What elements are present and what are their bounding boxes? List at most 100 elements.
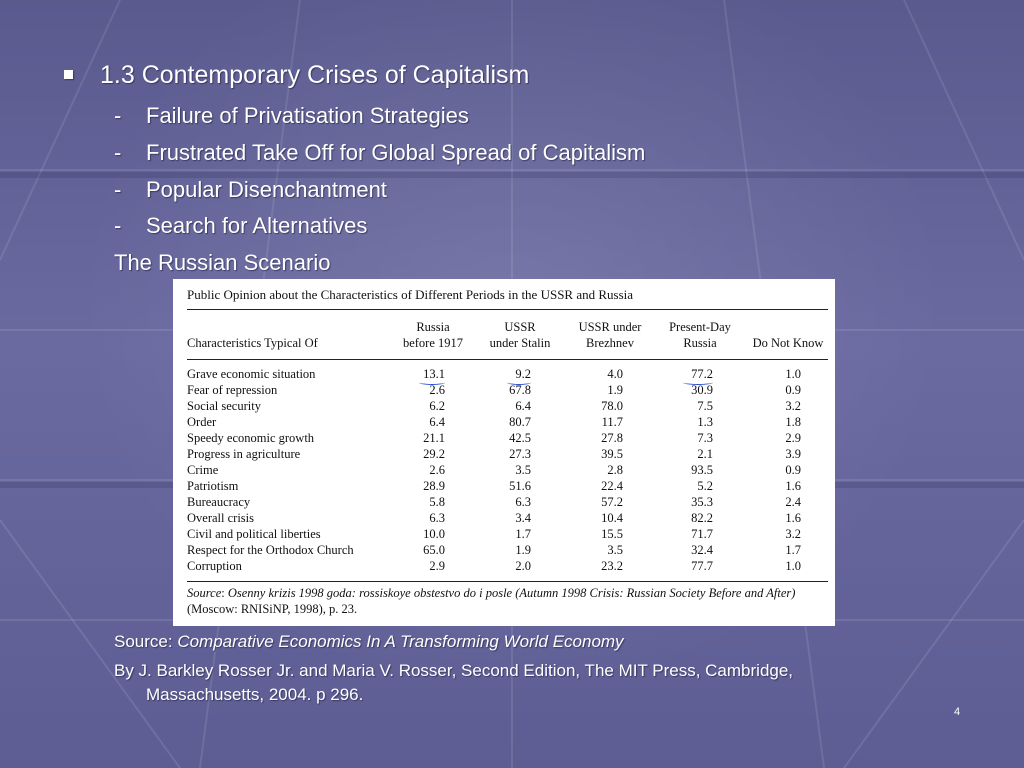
table-cell: 6.3 bbox=[515, 495, 531, 509]
table-cell: 28.9 bbox=[423, 479, 445, 493]
table-cell: 2.9 bbox=[785, 431, 801, 445]
col-header-line1: USSR bbox=[504, 320, 536, 334]
table-cell: 11.7 bbox=[601, 415, 623, 429]
table-cell: 32.4 bbox=[691, 543, 713, 557]
table-cell: 6.4 bbox=[515, 399, 531, 413]
table-cell: 2.1 bbox=[697, 447, 713, 461]
row-label: Progress in agriculture bbox=[187, 447, 301, 461]
dash-icon: - bbox=[114, 213, 122, 238]
col-header-line2: before 1917 bbox=[402, 336, 464, 350]
subpoint-alternatives: Search for Alternatives bbox=[146, 213, 368, 238]
table-cell: 21.1 bbox=[423, 431, 445, 445]
table-cell: 1.8 bbox=[785, 415, 801, 429]
russian-scenario-label: The Russian Scenario bbox=[114, 250, 331, 275]
table-cell: 0.9 bbox=[785, 383, 801, 397]
table-cell: 5.8 bbox=[429, 495, 445, 509]
table-cell: 78.0 bbox=[601, 399, 623, 413]
table-cell: 22.4 bbox=[601, 479, 623, 493]
col-header-dont-know: Do Not Know bbox=[752, 336, 824, 350]
col-header-line1: Present-Day bbox=[669, 320, 731, 334]
table-cell: 2.0 bbox=[515, 559, 531, 573]
col-header-line2: under Stalin bbox=[489, 336, 551, 350]
table-cell: 6.3 bbox=[429, 511, 445, 525]
table-cell: 7.3 bbox=[697, 431, 713, 445]
col-header-line1: Russia bbox=[416, 320, 450, 334]
row-label: Speedy economic growth bbox=[187, 431, 315, 445]
table-cell: 1.9 bbox=[607, 383, 623, 397]
row-label: Fear of repression bbox=[187, 383, 278, 397]
dash-icon: - bbox=[114, 103, 122, 128]
table-cell: 2.4 bbox=[785, 495, 801, 509]
subpoint-disenchantment: Popular Disenchantment bbox=[146, 177, 387, 202]
table-cell: 1.3 bbox=[697, 415, 713, 429]
row-header: Characteristics Typical Of bbox=[187, 336, 318, 350]
col-header-line2: Russia bbox=[683, 336, 717, 350]
table-cell: 3.5 bbox=[607, 543, 623, 557]
table-cell: 42.5 bbox=[509, 431, 531, 445]
table-cell: 27.8 bbox=[601, 431, 623, 445]
table-cell: 77.2 bbox=[691, 367, 713, 381]
citation-source: Source: Comparative Economics In A Trans… bbox=[114, 632, 624, 652]
handwritten-underline-mark bbox=[507, 380, 531, 385]
subpoint-take-off: Frustrated Take Off for Global Spread of… bbox=[146, 140, 646, 165]
table-cell: 1.9 bbox=[515, 543, 531, 557]
table-cell: 39.5 bbox=[601, 447, 623, 461]
table-cell: 67.8 bbox=[509, 383, 531, 397]
table-cell: 71.7 bbox=[691, 527, 713, 541]
col-header-russia-1917: Russia before 1917 bbox=[393, 319, 473, 351]
row-label: Order bbox=[187, 415, 217, 429]
table-cell: 7.5 bbox=[697, 399, 713, 413]
table-cell: 1.6 bbox=[785, 479, 801, 493]
handwritten-underline-mark bbox=[419, 380, 445, 385]
table-cell: 3.4 bbox=[515, 511, 531, 525]
row-label: Grave economic situation bbox=[187, 367, 316, 381]
citation-authors: By J. Barkley Rosser Jr. and Maria V. Ro… bbox=[114, 661, 794, 680]
table-title: Public Opinion about the Characteristics… bbox=[187, 287, 634, 302]
page-number: 4 bbox=[954, 706, 961, 718]
table-cell: 65.0 bbox=[423, 543, 445, 557]
table-cell: 23.2 bbox=[601, 559, 623, 573]
table-source: Source: Osenny krizis 1998 goda: rossisk… bbox=[187, 586, 796, 616]
table-cell: 1.7 bbox=[785, 543, 801, 557]
table-source-rest: (Moscow: RNISiNP, 1998), p. 23. bbox=[187, 602, 358, 616]
table-cell: 1.7 bbox=[515, 527, 531, 541]
col-header-present: Present-Day Russia bbox=[659, 319, 741, 351]
table-cell: 30.9 bbox=[691, 383, 713, 397]
table-cell: 57.2 bbox=[601, 495, 623, 509]
table-cell: 3.5 bbox=[515, 463, 531, 477]
table-cell: 2.6 bbox=[429, 383, 445, 397]
table-cell: 3.2 bbox=[785, 527, 801, 541]
row-label: Overall crisis bbox=[187, 511, 254, 525]
table-cell: 3.2 bbox=[785, 399, 801, 413]
opinion-table: Public Opinion about the Characteristics… bbox=[173, 279, 835, 626]
row-label: Social security bbox=[187, 399, 261, 413]
table-cell: 2.8 bbox=[607, 463, 623, 477]
dash-icon: - bbox=[114, 140, 122, 165]
table-cell: 77.7 bbox=[691, 559, 713, 573]
table-cell: 1.6 bbox=[785, 511, 801, 525]
table-cell: 27.3 bbox=[509, 447, 531, 461]
col-header-line1: USSR under bbox=[578, 320, 642, 334]
table-cell: 1.0 bbox=[785, 559, 801, 573]
table-cell: 3.9 bbox=[785, 447, 801, 461]
table-header-rule bbox=[187, 359, 828, 360]
col-header-stalin: USSR under Stalin bbox=[480, 319, 560, 351]
table-cell: 4.0 bbox=[607, 367, 623, 381]
table-source-label: Source bbox=[187, 586, 222, 600]
table-cell: 51.6 bbox=[509, 479, 531, 493]
table-cell: 6.2 bbox=[429, 399, 445, 413]
table-cell: 10.4 bbox=[601, 511, 623, 525]
col-header-line2: Brezhnev bbox=[586, 336, 634, 350]
table-top-rule bbox=[187, 309, 828, 310]
table-cell: 2.6 bbox=[429, 463, 445, 477]
citation-source-title: Comparative Economics In A Transforming … bbox=[177, 632, 624, 651]
subpoint-privatisation: Failure of Privatisation Strategies bbox=[146, 103, 469, 128]
table-cell: 29.2 bbox=[423, 447, 445, 461]
row-label: Crime bbox=[187, 463, 219, 477]
row-label: Bureaucracy bbox=[187, 495, 251, 509]
row-label: Civil and political liberties bbox=[187, 527, 321, 541]
handwritten-underline-mark bbox=[683, 380, 713, 385]
table-cell: 15.5 bbox=[601, 527, 623, 541]
table-cell: 2.9 bbox=[429, 559, 445, 573]
